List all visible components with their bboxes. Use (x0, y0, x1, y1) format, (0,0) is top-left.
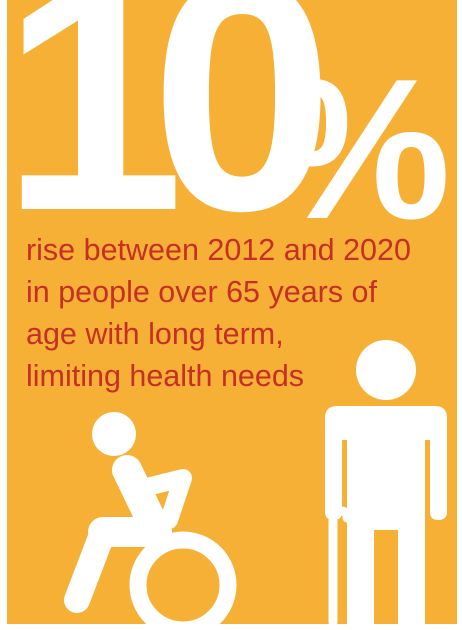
headline-percent-sign: % (273, 38, 451, 261)
caption-line: rise between 2012 and 2020 (26, 233, 411, 267)
wheelchair-user-icon (64, 412, 237, 624)
infographic-card: 10 % rise between 2012 and 2020 in peopl… (7, 0, 457, 624)
caption-text: rise between 2012 and 2020 in people ove… (26, 229, 446, 397)
elderly-person-with-cane-icon (325, 340, 447, 624)
caption-line: limiting health needs (26, 359, 305, 393)
headline-number: 10 (7, 0, 334, 279)
caption-line: age with long term, (26, 317, 284, 351)
caption-line: in people over 65 years of (26, 275, 377, 309)
